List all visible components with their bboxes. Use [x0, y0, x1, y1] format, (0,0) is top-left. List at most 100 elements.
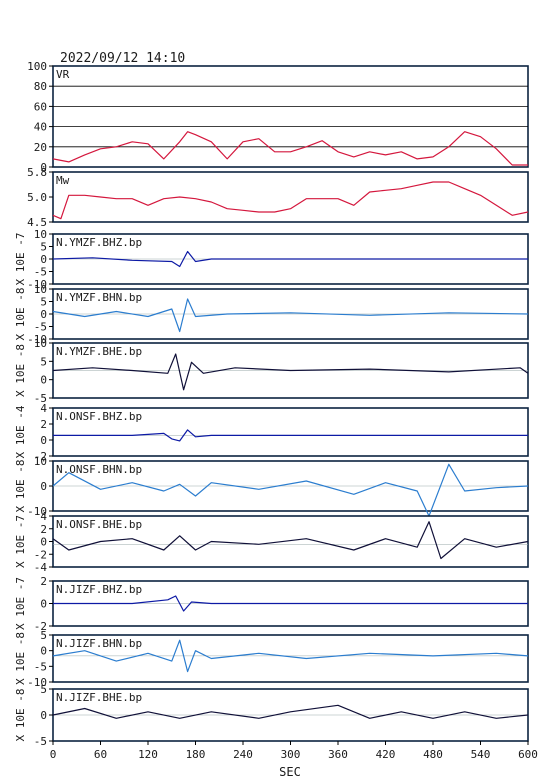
y-tick-label: 80: [34, 80, 47, 93]
y-axis-label: X 10E -7: [14, 515, 27, 568]
y-tick-label: 0: [40, 645, 47, 658]
y-tick-label: 0: [40, 161, 47, 174]
panel-label: Mw: [56, 174, 70, 187]
y-tick-label: 5.0: [27, 191, 47, 204]
panel-10: 5 0 -5 X 10E -8 N.JIZF.BHE.bp: [14, 683, 529, 748]
panel-label: N.JIZF.BHZ.bp: [56, 583, 142, 596]
y-tick-label: 5.8: [27, 166, 47, 179]
y-tick-label: 0: [40, 308, 47, 321]
panel-5: 4 2 0 -2 X 10E -4 N.ONSF.BHZ.bp: [14, 402, 529, 463]
x-tick-label: 600: [518, 748, 538, 761]
series-line-0: [52, 131, 528, 166]
y-tick-label: 20: [34, 141, 47, 154]
x-tick-label: 180: [186, 748, 206, 761]
panel-frame: [52, 634, 529, 683]
y-tick-label: 2: [40, 523, 47, 536]
panel-8: 2 0 -2 X 10E -7 N.JIZF.BHZ.bp: [14, 575, 529, 633]
x-axis-label: SEC: [279, 765, 301, 779]
panel-label: N.ONSF.BHZ.bp: [56, 410, 142, 423]
y-axis-label: X 10E -8: [14, 460, 27, 513]
series-line-9: [52, 639, 529, 673]
y-tick-label: 60: [34, 100, 47, 113]
y-tick-label: 0: [40, 253, 47, 266]
panel-6: 10 0 -10X 10E -8 N.ONSF.BHN.bp: [14, 455, 529, 518]
y-axis-label: X 10E -4: [14, 405, 27, 458]
y-tick-label: 100: [27, 60, 47, 73]
x-tick-label: 240: [233, 748, 253, 761]
y-tick-label: -5: [34, 321, 47, 334]
x-tick-label: 420: [376, 748, 396, 761]
panel-0: 100 80 60 40 20 0 VR: [27, 60, 529, 174]
y-tick-label: -4: [34, 561, 48, 574]
panel-label: N.YMZF.BHE.bp: [56, 345, 142, 358]
y-tick-label: 5: [40, 629, 47, 642]
y-tick-label: 10: [34, 337, 47, 350]
series-line-8: [53, 595, 528, 612]
x-tick-label: 480: [423, 748, 443, 761]
panel-9: 5 0 -5 -10X 10E -8 N.JIZF.BHN.bp: [14, 629, 529, 689]
x-tick-label: 0: [50, 748, 57, 761]
series-line-2: [52, 250, 528, 268]
y-tick-label: -10: [27, 278, 47, 291]
y-tick-label: 4: [40, 402, 47, 415]
y-tick-label: -2: [34, 620, 47, 633]
y-axis-label: X 10E -8: [14, 632, 27, 685]
y-tick-label: 10: [34, 283, 47, 296]
y-tick-label: 10: [34, 228, 47, 241]
y-tick-label: 0: [40, 598, 47, 611]
series-line-10: [52, 704, 529, 719]
panel-frame: [52, 65, 529, 168]
y-axis-label: X 10E -7: [14, 577, 27, 630]
y-tick-label: -10: [27, 505, 47, 518]
panel-7: 420-2-4 X 10E -7 N.ONSF.BHE.bp: [14, 510, 529, 574]
y-tick-label: 5: [40, 683, 47, 696]
panel-label: N.ONSF.BHN.bp: [56, 463, 142, 476]
y-axis-label: X 10E -8: [14, 344, 27, 397]
panel-frame: [52, 171, 529, 223]
x-tick-label: 540: [471, 748, 491, 761]
y-tick-label: -2: [34, 548, 47, 561]
y-tick-label: -10: [27, 333, 47, 346]
y-axis-label: X 10E -8: [14, 689, 27, 742]
x-axis: 0 60 120 180 240 300 360 420 480 540 600: [50, 741, 538, 761]
y-tick-label: 0: [40, 536, 47, 549]
y-axis-label: X 10E -7: [14, 233, 27, 286]
y-axis-label: X 10E -8: [14, 288, 27, 341]
y-tick-label: -5: [34, 660, 47, 673]
y-tick-label: 0: [40, 709, 47, 722]
y-tick-label: -5: [34, 735, 47, 748]
y-tick-label: 5: [40, 241, 47, 254]
series-line-1: [52, 181, 529, 220]
panel-label: N.ONSF.BHE.bp: [56, 518, 142, 531]
panel-label: N.YMZF.BHZ.bp: [56, 236, 142, 249]
y-tick-label: -5: [34, 266, 47, 279]
x-tick-label: 120: [138, 748, 158, 761]
series-line-7: [52, 521, 529, 560]
panel-frame: [52, 407, 529, 457]
y-tick-label: 2: [40, 418, 47, 431]
y-tick-label: 10: [34, 455, 47, 468]
x-tick-label: 360: [328, 748, 348, 761]
series-line-5: [53, 429, 528, 442]
x-tick-label: 60: [94, 748, 107, 761]
y-tick-label: -2: [34, 450, 47, 463]
panel-label: VR: [56, 68, 70, 81]
y-tick-label: -5: [34, 392, 47, 405]
panel-1: 5.8 5.0 4.5 Mw: [27, 166, 529, 229]
x-tick-label: 300: [281, 748, 301, 761]
panel-label: N.YMZF.BHN.bp: [56, 291, 142, 304]
y-tick-label: 4.5: [27, 216, 47, 229]
y-tick-label: 4: [40, 510, 47, 523]
y-tick-label: 2: [40, 575, 47, 588]
y-tick-label: 5: [40, 355, 47, 368]
y-tick-label: 40: [34, 121, 47, 134]
y-tick-label: 0: [40, 480, 47, 493]
panel-4: 10 5 0 -5 X 10E -8 N.YMZF.BHE.bp: [14, 337, 529, 405]
panel-label: N.JIZF.BHE.bp: [56, 691, 142, 704]
timestamp-title: 2022/09/12 14:10: [60, 51, 185, 66]
series-line-4: [52, 353, 529, 391]
y-tick-label: 0: [40, 374, 47, 387]
